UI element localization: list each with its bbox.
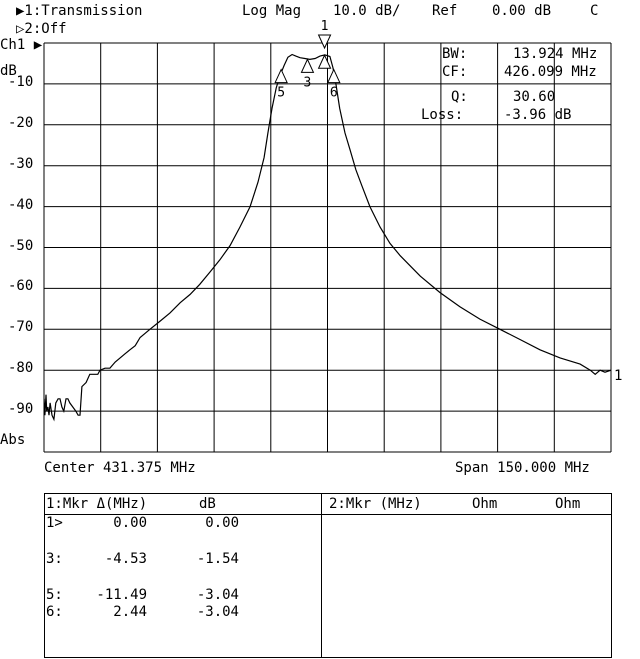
marker-value: 0.00 bbox=[205, 515, 239, 531]
marker-table: 1:Mkr Δ(MHz) dB 2:Mkr (MHz) Ohm Ohm 1> 0… bbox=[44, 493, 612, 658]
active-marker-indicator[interactable] bbox=[317, 34, 332, 50]
marker-6-triangle[interactable] bbox=[327, 68, 341, 84]
y-tick-label: -80 bbox=[8, 360, 34, 377]
marker-1-triangle[interactable] bbox=[317, 54, 332, 69]
y-tick-label: -70 bbox=[8, 319, 34, 336]
marker-label: 3 bbox=[304, 75, 312, 90]
coupling-indicator: C bbox=[590, 3, 599, 19]
marker-id: 6: bbox=[46, 604, 63, 620]
cf-label: CF: bbox=[442, 64, 468, 80]
marker-table-unit-header: dB bbox=[199, 496, 216, 512]
format-label: Log Mag bbox=[242, 3, 302, 19]
marker-5-triangle[interactable] bbox=[274, 68, 288, 84]
loss-label: Loss: bbox=[421, 107, 464, 123]
marker-label: 6 bbox=[330, 86, 338, 101]
y-tick-label: -50 bbox=[8, 237, 34, 254]
span-frequency: Span 150.000 MHz bbox=[455, 460, 590, 476]
trace-end-label: 1 bbox=[614, 368, 623, 384]
marker-table-right-header: 2:Mkr (MHz) bbox=[329, 496, 422, 512]
ref-label: Ref bbox=[432, 3, 458, 19]
marker-label: 5 bbox=[277, 86, 285, 101]
cf-value: 426.099 MHz bbox=[504, 64, 597, 80]
y-unit-label: dB bbox=[0, 63, 17, 79]
y-tick-label: -40 bbox=[8, 196, 34, 213]
y-tick-label: -20 bbox=[8, 114, 34, 131]
ref-value: 0.00 dB bbox=[492, 3, 552, 19]
q-label: Q: bbox=[451, 89, 468, 105]
channel-indicator: Ch1 ▶ bbox=[0, 37, 43, 53]
marker-id: 1> bbox=[46, 515, 63, 531]
marker-freq: -11.49 bbox=[96, 587, 147, 603]
marker-value: -3.04 bbox=[196, 604, 239, 620]
marker-freq: 0.00 bbox=[113, 515, 147, 531]
marker-table-ohm-col1: Ohm bbox=[472, 496, 498, 512]
q-value: 30.60 bbox=[513, 89, 556, 105]
marker-table-ohm-col2: Ohm bbox=[555, 496, 581, 512]
marker-table-left-header: 1:Mkr Δ(MHz) bbox=[46, 496, 148, 512]
y-tick-label: -90 bbox=[8, 401, 34, 418]
y-tick-label: -30 bbox=[8, 155, 34, 172]
loss-value: -3.96 dB bbox=[504, 107, 572, 123]
trace-line bbox=[43, 53, 612, 422]
bw-label: BW: bbox=[442, 46, 468, 62]
marker-freq: 2.44 bbox=[113, 604, 147, 620]
scale-label: 10.0 dB/ bbox=[333, 3, 401, 19]
marker-id: 5: bbox=[46, 587, 63, 603]
y-tick-label: -60 bbox=[8, 278, 34, 295]
marker-label: 1 bbox=[321, 19, 329, 34]
bw-value: 13.924 MHz bbox=[513, 46, 598, 62]
center-frequency: Center 431.375 MHz bbox=[44, 460, 196, 476]
marker-value: -1.54 bbox=[196, 551, 239, 567]
channel2-label[interactable]: ▷2:Off bbox=[16, 21, 67, 37]
marker-value: -3.04 bbox=[196, 587, 239, 603]
abs-label: Abs bbox=[0, 432, 26, 448]
channel1-label[interactable]: ▶1:Transmission bbox=[16, 3, 143, 19]
marker-3-triangle[interactable] bbox=[300, 58, 315, 73]
marker-id: 3: bbox=[46, 551, 63, 567]
y-tick-label: -10 bbox=[8, 73, 34, 90]
marker-freq: -4.53 bbox=[104, 551, 147, 567]
